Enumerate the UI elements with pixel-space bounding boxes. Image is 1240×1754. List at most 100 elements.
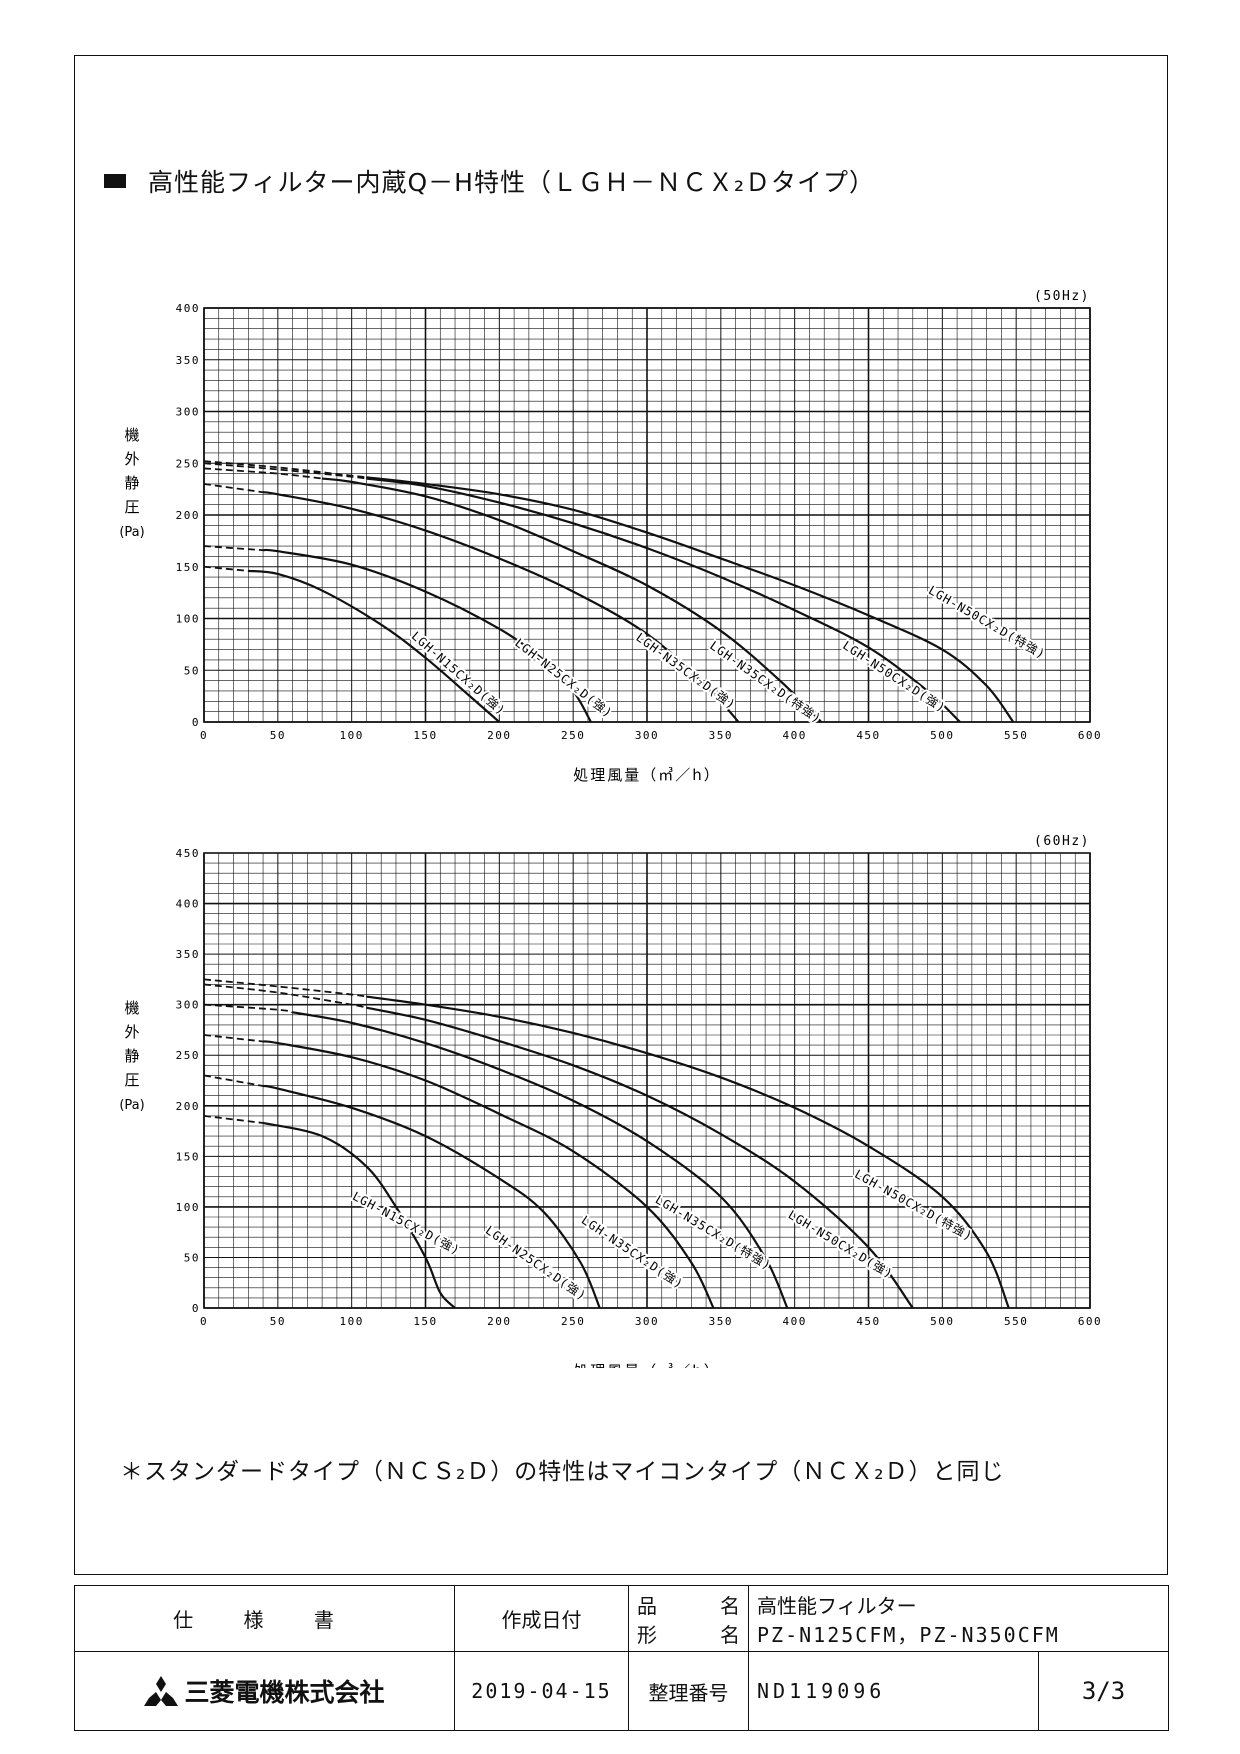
series-curve xyxy=(262,1084,601,1309)
chart-60hz: 0 50 100 150 200 250 300 350 400 450 500 550 600 0 50 1… xyxy=(110,828,1140,1368)
series-curve xyxy=(262,548,592,723)
grid xyxy=(203,852,1091,1309)
frequency-label: (60Hz) xyxy=(1034,834,1090,849)
three-diamonds-logo-icon xyxy=(144,1676,179,1707)
series-1: LGH-N15CX₂D(強) xyxy=(203,565,510,723)
plot-border xyxy=(203,307,1091,723)
series-curve-dashed xyxy=(203,565,249,572)
series-label: LGH-N25CX₂D(強) xyxy=(512,636,615,721)
y-tick-label: 250 xyxy=(176,1049,200,1062)
x-tick-label: 150 xyxy=(413,729,437,742)
product-model-cell: 高性能フィルター PZ-N125CFM，PZ-N350CFM xyxy=(747,1584,1170,1653)
x-tick-label: 50 xyxy=(270,729,286,742)
y-axis-label: 圧 xyxy=(124,1071,139,1089)
y-tick-label: 250 xyxy=(176,457,200,470)
x-tick-label: 300 xyxy=(635,1315,659,1328)
y-tick-label: 0 xyxy=(192,716,200,729)
series-curve xyxy=(366,995,1010,1309)
x-tick-label: 200 xyxy=(487,729,511,742)
grid xyxy=(203,307,1091,723)
x-tick-label: 600 xyxy=(1078,729,1102,742)
series-curve-dashed xyxy=(203,1114,264,1124)
y-tick-label: 200 xyxy=(176,1100,200,1113)
series-curve xyxy=(292,1011,789,1309)
y-tick-label: 400 xyxy=(176,302,200,315)
x-tick-label: 350 xyxy=(709,1315,733,1328)
y-axis-label: (Pa) xyxy=(119,525,144,540)
control-label: 整理番号 xyxy=(628,1651,749,1731)
y-tick-label: 50 xyxy=(184,1251,200,1264)
series-6: LGH-N50CX₂D(特強) xyxy=(203,460,1051,723)
series-curve xyxy=(366,476,1015,723)
y-axis-label: 静 xyxy=(124,1047,139,1065)
x-tick-label: 0 xyxy=(200,1315,208,1328)
created-date: 2019-04-15 xyxy=(454,1651,629,1731)
model-label-2: 名 xyxy=(720,1622,740,1647)
y-tick-label: 150 xyxy=(176,1150,200,1163)
x-tick-label: 400 xyxy=(782,1315,806,1328)
y-axis-label: 圧 xyxy=(124,498,139,516)
y-tick-label: 0 xyxy=(192,1302,200,1315)
series-1: LGH-N15CX₂D(強) xyxy=(203,1114,465,1309)
x-tick-label: 450 xyxy=(856,729,880,742)
y-axis-label: (Pa) xyxy=(119,1098,144,1113)
y-axis-label: 機 xyxy=(124,999,139,1017)
y-tick-label: 200 xyxy=(176,509,200,522)
y-tick-label: 100 xyxy=(176,1201,200,1214)
page-frame xyxy=(74,55,1168,1575)
x-tick-label: 600 xyxy=(1078,1315,1102,1328)
x-tick-label: 550 xyxy=(1004,729,1028,742)
title-bullet-icon xyxy=(104,174,126,188)
y-axis-label: 機 xyxy=(124,426,139,444)
model-label-1: 形 xyxy=(637,1622,657,1647)
series-curve xyxy=(262,1040,715,1309)
series-3: LGH-N35CX₂D(強) xyxy=(203,1034,715,1309)
company-name: 三菱電機株式会社 xyxy=(184,1678,385,1708)
x-tick-label: 50 xyxy=(270,1315,286,1328)
name-labels: 品名 形名 xyxy=(628,1584,749,1653)
x-tick-label: 300 xyxy=(635,729,659,742)
series-label: LGH-N15CX₂D(強) xyxy=(409,629,509,718)
y-tick-label: 300 xyxy=(176,999,200,1012)
x-tick-label: 150 xyxy=(413,1315,437,1328)
x-tick-label: 0 xyxy=(200,729,208,742)
series-curve-dashed xyxy=(203,978,367,998)
product-label-2: 名 xyxy=(720,1593,740,1618)
x-tick-label: 400 xyxy=(782,729,806,742)
y-tick-label: 50 xyxy=(184,664,200,677)
chart-50hz-svg: 0 50 100 150 200 250 300 350 400 450 500 550 600 0 50 1… xyxy=(119,289,1102,784)
y-axis-label: 外 xyxy=(124,1023,139,1041)
x-tick-label: 100 xyxy=(339,1315,363,1328)
series-curve-dashed xyxy=(203,983,367,1009)
y-tick-label: 300 xyxy=(176,406,200,419)
y-tick-label: 350 xyxy=(176,354,200,367)
x-tick-label: 550 xyxy=(1004,1315,1028,1328)
y-tick-label: 350 xyxy=(176,948,200,961)
product-name: 高性能フィルター xyxy=(757,1593,917,1618)
page-number: 3/3 xyxy=(1037,1651,1170,1731)
model-name: PZ-N125CFM，PZ-N350CFM xyxy=(757,1622,1060,1647)
doc-number: ND119096 xyxy=(748,1651,1039,1731)
created-label: 作成日付 xyxy=(454,1584,629,1653)
x-tick-label: 500 xyxy=(930,729,954,742)
series-curve xyxy=(366,477,961,723)
series-curve-dashed xyxy=(203,1074,264,1087)
series-curve xyxy=(248,569,501,723)
series-label: LGH-N35CX₂D(特強) xyxy=(707,638,824,727)
series-curve-dashed xyxy=(203,545,264,552)
title-block: 仕 様 書 作成日付 品名 形名 高性能フィルター PZ-N125CFM，PZ-… xyxy=(74,1584,1170,1731)
series-curve xyxy=(262,491,740,723)
y-tick-label: 400 xyxy=(176,898,200,911)
x-axis-label: 処理風量（㎥／h） xyxy=(573,766,721,784)
series-curve-dashed xyxy=(203,467,323,480)
series-curve xyxy=(262,1121,456,1309)
x-tick-label: 100 xyxy=(339,729,363,742)
x-axis-label: 処理風量（㎥／h） xyxy=(573,1362,721,1368)
x-tick-label: 450 xyxy=(856,1315,880,1328)
company-cell: 三菱電機株式会社 xyxy=(74,1651,455,1731)
y-axis-label: 外 xyxy=(124,450,139,468)
doc-type: 仕 様 書 xyxy=(74,1584,455,1653)
x-tick-label: 350 xyxy=(709,729,733,742)
y-tick-label: 450 xyxy=(176,847,200,860)
plot-border xyxy=(203,852,1091,1309)
